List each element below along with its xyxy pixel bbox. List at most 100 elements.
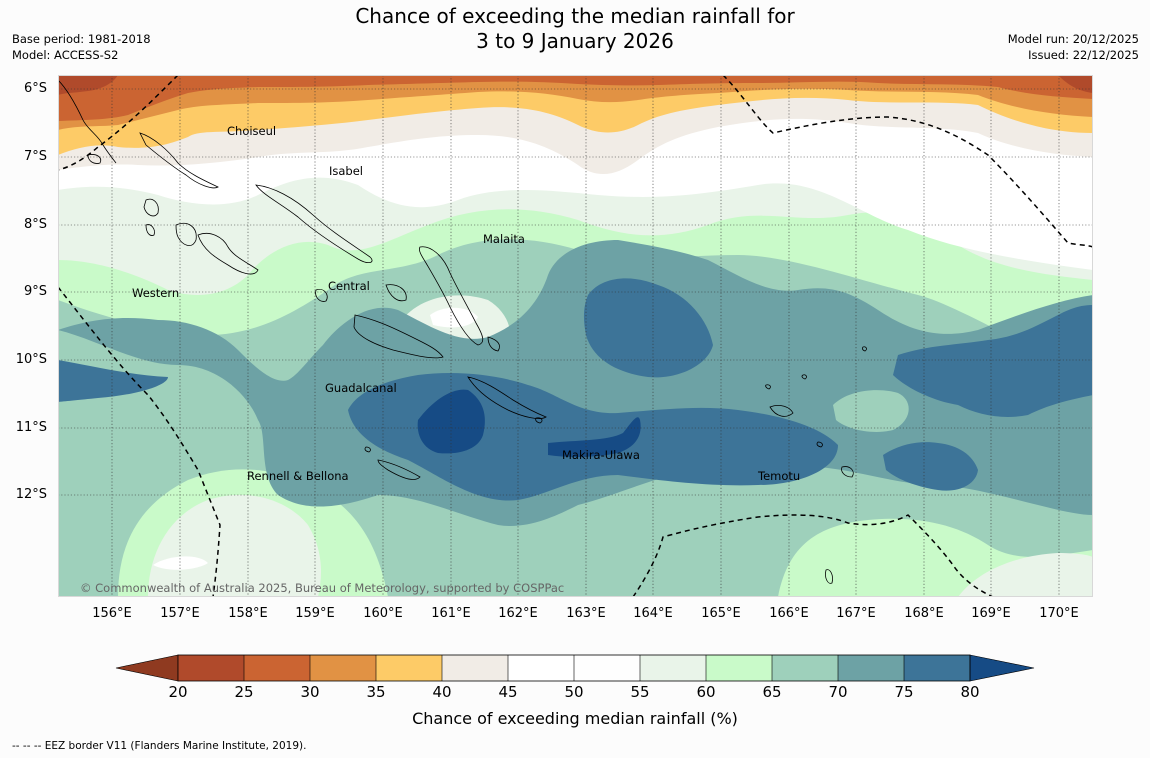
colorbar-50-55 — [574, 655, 640, 681]
colorbar-45-50 — [508, 655, 574, 681]
santa-cruz-nendo — [769, 405, 794, 417]
model-name: Model: ACCESS-S2 — [12, 47, 119, 62]
lon-label-158e: 158°E — [228, 606, 268, 621]
colorbar-25-30 — [244, 655, 310, 681]
guadalcanal-island — [353, 314, 444, 359]
band-55-60-sw — [148, 494, 321, 597]
colorbar-55-60 — [640, 655, 706, 681]
vanikoro — [841, 466, 854, 478]
duff-islands — [801, 374, 807, 380]
label-isabel: Isabel — [329, 164, 363, 178]
rainfall-map: Choiseul Isabel Malaita Western Central … — [58, 75, 1093, 597]
eez-border-west — [58, 75, 179, 171]
band-55-60-se — [958, 553, 1093, 597]
russell-islands — [315, 288, 328, 302]
lat-label-7s: 7°S — [23, 149, 47, 164]
coastlines — [58, 79, 867, 584]
meta-right: Model run: 20/12/2025 Issued: 22/12/2025 — [1008, 32, 1139, 63]
colorbar-tick-25: 25 — [234, 683, 254, 701]
colorbar-40-45 — [442, 655, 508, 681]
label-western: Western — [132, 286, 179, 300]
colorbar-tick-40: 40 — [432, 683, 452, 701]
band-above-80-b — [548, 417, 641, 458]
title-line-2: 3 to 9 January 2026 — [476, 29, 674, 53]
lon-label-159e: 159°E — [295, 606, 335, 621]
lon-label-170e: 170°E — [1039, 606, 1079, 621]
small-malaita — [487, 336, 500, 352]
colorbar-30-35 — [310, 655, 376, 681]
anuta — [862, 346, 867, 352]
colorbar-70-75 — [838, 655, 904, 681]
band-25-30 — [58, 75, 1093, 121]
graticule — [58, 75, 1093, 597]
colorbar-label: Chance of exceeding median rainfall (%) — [412, 709, 738, 728]
band-45-55-sw — [153, 556, 208, 570]
reef-islands — [765, 384, 771, 390]
tikopia — [816, 441, 823, 448]
colorbar-20-25 — [178, 655, 244, 681]
label-guadalcanal: Guadalcanal — [325, 381, 397, 395]
lat-label-10s: 10°S — [15, 352, 47, 367]
makira-island — [467, 376, 547, 419]
lon-label-160e: 160°E — [363, 606, 403, 621]
map-frame — [58, 75, 1093, 597]
eez-legend-footer: -- -- -- EEZ border V11 (Flanders Marine… — [12, 740, 307, 752]
colorbar-65-70 — [772, 655, 838, 681]
colorbar-tick-30: 30 — [300, 683, 320, 701]
eez-border-northeast — [722, 75, 1093, 248]
label-rennell-bellona: Rennell & Bellona — [247, 469, 349, 483]
label-temotu: Temotu — [757, 469, 800, 483]
base-period: Base period: 1981-2018 — [12, 32, 151, 46]
colorbar-tick-80: 80 — [960, 683, 980, 701]
lat-label-12s: 12°S — [15, 487, 47, 502]
santa-ana — [535, 417, 543, 424]
lon-label-162e: 162°E — [498, 606, 538, 621]
lat-label-6s: 6°S — [23, 81, 47, 96]
colorbar-tick-55: 55 — [630, 683, 650, 701]
meta-left: Base period: 1981-2018 Model: ACCESS-S2 — [12, 32, 151, 63]
colorbar-tick-70: 70 — [828, 683, 848, 701]
band-75-80-east-upper — [583, 278, 713, 378]
lon-label-167e: 167°E — [836, 606, 876, 621]
model-run: Model run: 20/12/2025 — [1007, 32, 1139, 46]
colorbar — [115, 654, 1035, 682]
colorbar-tick-50: 50 — [564, 683, 584, 701]
bellona-island — [364, 446, 371, 453]
shortland-islands — [87, 154, 102, 164]
lat-label-8s: 8°S — [23, 217, 47, 232]
label-makira-ulawa: Makira-Ulawa — [562, 448, 640, 462]
florida-islands — [385, 284, 407, 302]
label-central: Central — [328, 279, 370, 293]
colorbar-above-80 — [969, 654, 1035, 682]
band-30-35 — [58, 75, 1093, 130]
colorbar-dividers — [243, 655, 905, 681]
band-45-55-central — [430, 307, 478, 328]
chart-title: Chance of exceeding the median rainfall … — [0, 4, 1150, 54]
vanuatu-torres — [825, 569, 833, 584]
lat-label-9s: 9°S — [23, 284, 47, 299]
lon-label-161e: 161°E — [431, 606, 471, 621]
colorbar-below-20 — [115, 654, 179, 682]
colorbar-tick-65: 65 — [762, 683, 782, 701]
copyright-text: © Commonwealth of Australia 2025, Bureau… — [80, 581, 564, 595]
isabel-island — [255, 184, 373, 263]
new-georgia-group — [175, 223, 259, 275]
eez-border-south — [632, 514, 994, 597]
colorbar-tick-35: 35 — [366, 683, 386, 701]
lon-label-169e: 169°E — [971, 606, 1011, 621]
colorbar-60-65 — [706, 655, 772, 681]
label-choiseul: Choiseul — [227, 124, 276, 138]
lon-label-165e: 165°E — [701, 606, 741, 621]
colorbar-tick-75: 75 — [894, 683, 914, 701]
malaita-island — [418, 246, 484, 346]
choiseul-island — [139, 132, 219, 189]
colorbar-75-80 — [904, 655, 970, 681]
bougainville-coast — [58, 79, 117, 164]
place-labels: Choiseul Isabel Malaita Western Central … — [132, 124, 800, 483]
kolombangara — [143, 198, 159, 217]
issued-date: Issued: 22/12/2025 — [1028, 47, 1139, 62]
lon-label-164e: 164°E — [633, 606, 673, 621]
colorbar-tick-60: 60 — [696, 683, 716, 701]
band-75-80-southeast — [883, 442, 978, 491]
band-65-70-east-patch — [833, 390, 909, 432]
